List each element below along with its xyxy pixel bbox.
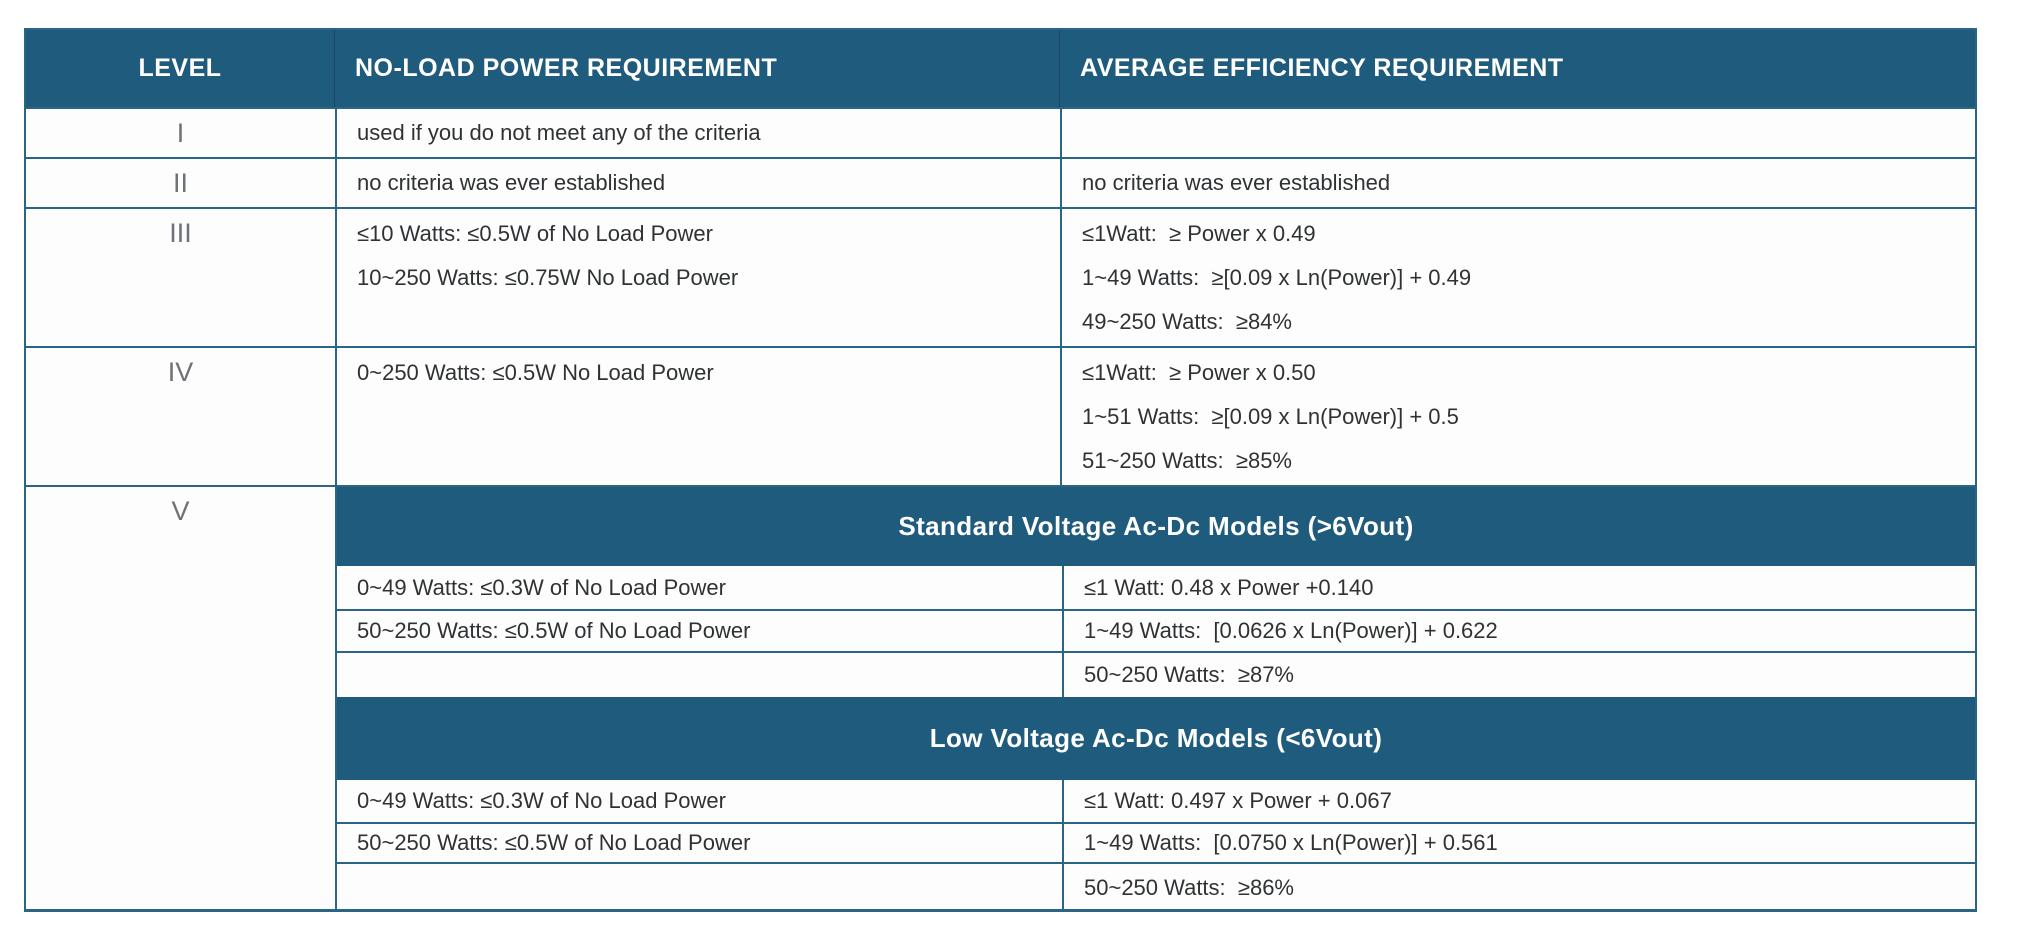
avg-efficiency-cell: ≤1Watt: ≥ Power x 0.50 1~51 Watts: ≥[0.0…	[1060, 348, 1975, 485]
avg-efficiency-cell: no criteria was ever established	[1060, 159, 1975, 207]
avg-efficiency-cell: ≤1 Watt: 0.48 x Power +0.140	[1062, 566, 1975, 609]
table-row-level-3: III ≤10 Watts: ≤0.5W of No Load Power 10…	[26, 207, 1975, 346]
level-5-sections: Standard Voltage Ac-Dc Models (>6Vout) 0…	[335, 487, 1975, 911]
cell-line: no criteria was ever established	[357, 170, 666, 195]
no-load-cell	[337, 653, 1062, 697]
cell-line: ≤1Watt: ≥ Power x 0.50	[1082, 360, 1316, 385]
no-load-cell: ≤10 Watts: ≤0.5W of No Load Power 10~250…	[335, 209, 1060, 346]
cell-line: ≤1Watt: ≥ Power x 0.49	[1082, 221, 1316, 246]
table-row: 0~49 Watts: ≤0.3W of No Load Power ≤1 Wa…	[337, 780, 1975, 822]
table-row: 50~250 Watts: ≤0.5W of No Load Power 1~4…	[337, 822, 1975, 862]
no-load-cell: no criteria was ever established	[335, 159, 1060, 207]
table-row: 0~49 Watts: ≤0.3W of No Load Power ≤1 Wa…	[337, 566, 1975, 609]
table-row-level-2: II no criteria was ever established no c…	[26, 157, 1975, 207]
table-row: 50~250 Watts: ≥86%	[337, 862, 1975, 911]
cell-line: no criteria was ever established	[1082, 170, 1391, 195]
avg-efficiency-cell: 1~49 Watts: [0.0626 x Ln(Power)] + 0.622	[1062, 611, 1975, 651]
cell-line: 1~51 Watts: ≥[0.09 x Ln(Power)] + 0.5	[1082, 404, 1459, 429]
table-row: 50~250 Watts: ≥87%	[337, 651, 1975, 697]
level-cell: II	[172, 168, 188, 198]
level-cell: III	[169, 218, 192, 248]
cell-line: 1~49 Watts: ≥[0.09 x Ln(Power)] + 0.49	[1082, 265, 1472, 290]
table-row-level-5: V Standard Voltage Ac-Dc Models (>6Vout)…	[26, 485, 1975, 911]
avg-efficiency-cell: 50~250 Watts: ≥86%	[1062, 864, 1975, 911]
avg-efficiency-cell: ≤1 Watt: 0.497 x Power + 0.067	[1062, 780, 1975, 822]
no-load-cell: 50~250 Watts: ≤0.5W of No Load Power	[357, 830, 751, 855]
cell-line: 51~250 Watts: ≥85%	[1082, 448, 1292, 473]
cell-line: 10~250 Watts: ≤0.75W No Load Power	[357, 265, 739, 290]
column-header-no-load: NO-LOAD POWER REQUIREMENT	[335, 30, 1060, 107]
no-load-cell: used if you do not meet any of the crite…	[335, 109, 1060, 157]
column-header-avg-efficiency: AVERAGE EFFICIENCY REQUIREMENT	[1080, 54, 1564, 82]
no-load-cell: 0~49 Watts: ≤0.3W of No Load Power	[357, 574, 726, 600]
standard-voltage-banner: Standard Voltage Ac-Dc Models (>6Vout)	[337, 487, 1975, 566]
table-header-row: LEVEL NO-LOAD POWER REQUIREMENT AVERAGE …	[26, 30, 1975, 107]
level-cell: I	[176, 118, 185, 148]
level-cell: V	[171, 496, 190, 526]
table-row-level-4: IV 0~250 Watts: ≤0.5W No Load Power ≤1Wa…	[26, 346, 1975, 485]
avg-efficiency-cell: 1~49 Watts: [0.0750 x Ln(Power)] + 0.561	[1062, 824, 1975, 862]
cell-line: used if you do not meet any of the crite…	[357, 120, 761, 145]
column-header-level: LEVEL	[26, 30, 335, 107]
cell-line: 49~250 Watts: ≥84%	[1082, 309, 1292, 334]
efficiency-levels-table: LEVEL NO-LOAD POWER REQUIREMENT AVERAGE …	[24, 28, 1977, 912]
table-row: 50~250 Watts: ≤0.5W of No Load Power 1~4…	[337, 609, 1975, 651]
table-row-level-1: I used if you do not meet any of the cri…	[26, 107, 1975, 157]
no-load-cell: 0~250 Watts: ≤0.5W No Load Power	[335, 348, 1060, 485]
level-cell: IV	[167, 357, 194, 387]
avg-efficiency-cell: ≤1Watt: ≥ Power x 0.49 1~49 Watts: ≥[0.0…	[1060, 209, 1975, 346]
no-load-cell: 0~49 Watts: ≤0.3W of No Load Power	[357, 788, 726, 813]
cell-line: 0~250 Watts: ≤0.5W No Load Power	[357, 360, 714, 385]
avg-efficiency-cell: 50~250 Watts: ≥87%	[1062, 653, 1975, 697]
cell-line: ≤10 Watts: ≤0.5W of No Load Power	[357, 221, 713, 246]
avg-efficiency-cell	[1060, 109, 1975, 157]
low-voltage-banner: Low Voltage Ac-Dc Models (<6Vout)	[337, 697, 1975, 780]
no-load-cell: 50~250 Watts: ≤0.5W of No Load Power	[357, 618, 751, 643]
no-load-cell	[337, 864, 1062, 911]
